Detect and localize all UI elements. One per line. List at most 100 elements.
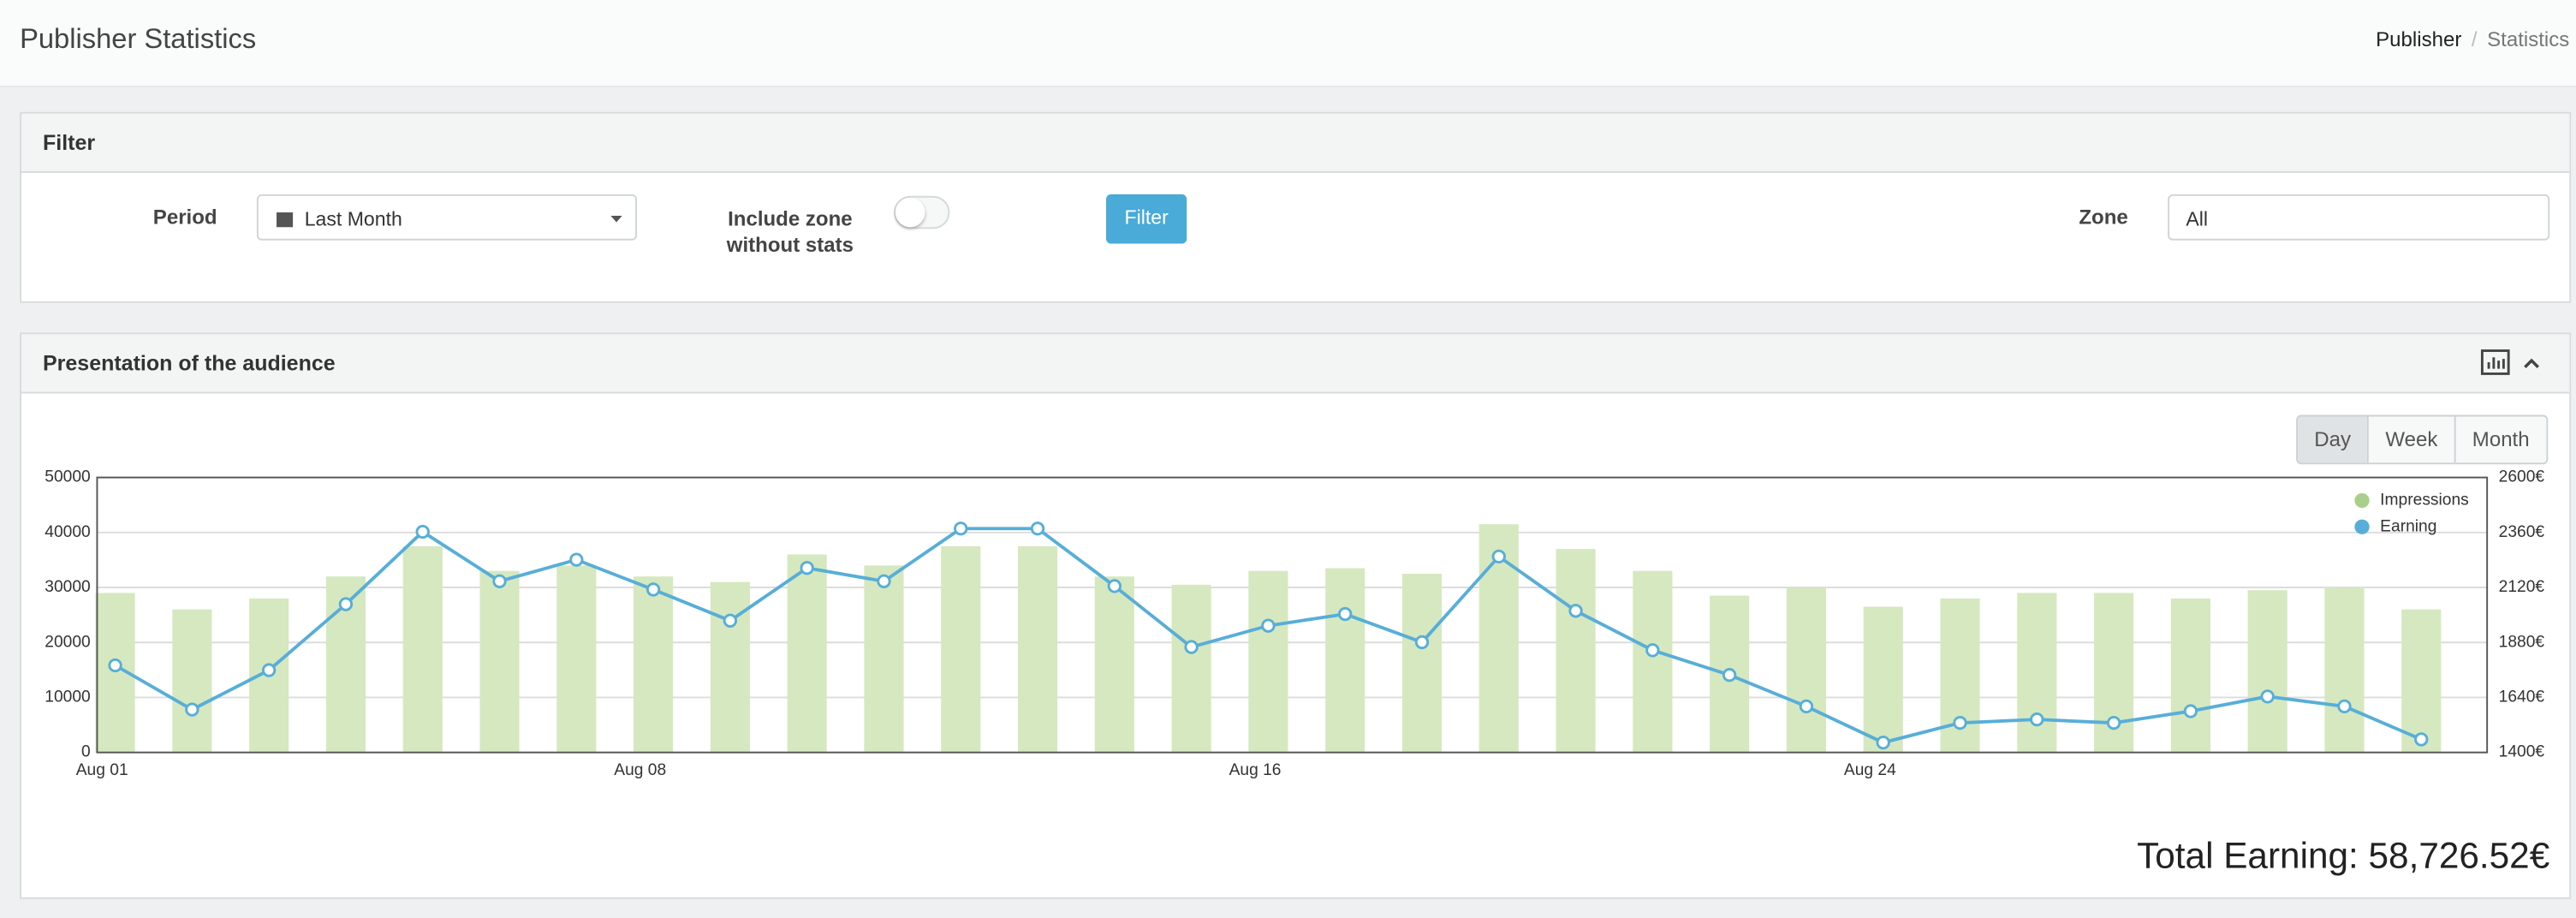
bar [1786,587,1827,753]
point [2260,689,2275,704]
point [1414,635,1430,650]
bar [172,609,212,753]
point [723,613,738,628]
zone-value: All [2186,207,2208,231]
point [1568,604,1583,618]
toggle[interactable] [894,195,950,230]
point [877,574,891,588]
x-tick-label: Aug 24 [1844,761,1896,779]
bar [2324,587,2365,753]
point [1261,618,1276,633]
zone-label: Zone [2079,206,2128,230]
bar [1171,584,1211,753]
range-button[interactable]: Day [2298,416,2368,463]
point [1107,579,1122,593]
point [1722,668,1737,683]
x-tick-label: Aug 16 [1229,761,1282,779]
bar [2247,590,2287,753]
period-label: Period [152,206,217,230]
x-tick-label: Aug 08 [614,761,666,779]
y2-tick-label: 2360€ [2499,523,2545,541]
bar [787,554,827,753]
y2-tick-label: 2120€ [2499,578,2545,596]
y-tick-label: 20000 [45,633,90,651]
y2-tick-label: 1880€ [2499,633,2545,651]
point [2414,732,2429,747]
bar [1401,573,1443,753]
range-button[interactable]: Week [2367,416,2454,463]
bar [710,581,750,753]
panel-title: Presentation of the audience [21,334,2570,394]
point [2337,699,2352,714]
breadcrumb-item[interactable]: Publisher [2376,27,2462,51]
bar [402,545,443,753]
filter-button[interactable]: Filter [1106,194,1187,244]
zone-select[interactable]: All [2168,194,2550,241]
point [261,663,277,677]
point [185,702,199,717]
bar [1863,606,1903,753]
y2-tick-label: 1400€ [2499,743,2545,761]
point [1030,522,1045,536]
y-tick-label: 50000 [45,468,90,486]
include-label: Include zone without stats [726,207,854,257]
bar [556,565,597,753]
bar [1325,568,1365,753]
period-value: Last Month [304,207,402,231]
point [645,582,661,597]
y-tick-label: 0 [81,743,91,761]
point [338,597,354,611]
point [1491,549,1506,564]
audience-panel: Presentation of the audience Day Week Mont… [20,332,2572,899]
point [1876,735,1890,750]
bar [1248,570,1288,753]
point [2030,712,2044,727]
y2-tick-label: 1640€ [2499,688,2545,706]
x-tick-label: Aug 01 [76,761,128,779]
y-tick-label: 10000 [45,688,90,706]
legend-label: Impressions [2380,492,2469,510]
filter-panel: Filter Period Last Month Include zone wi… [20,111,2572,303]
point [569,552,584,567]
point [415,524,430,539]
bar [941,545,981,753]
bar [864,565,904,753]
bar [1556,549,1596,753]
bar [2170,598,2210,753]
legend-label: Earning [2380,517,2436,535]
point [954,522,968,536]
point [2106,715,2121,730]
caret [610,215,622,223]
breadcrumb-item: Statistics [2461,28,2569,51]
point [1953,715,1967,730]
point [1799,699,1814,714]
panel-tools[interactable] [2480,349,2546,379]
bar [634,576,674,753]
calendar-icon [277,212,294,228]
point [108,658,122,673]
legend-swatch [2354,519,2370,534]
total-earning: Total Earning: 58,726.52€ [2137,834,2550,876]
range-buttons: Day Week Month [2296,414,2548,465]
y-tick-label: 40000 [45,523,90,541]
bar [1017,545,1058,753]
bar [479,570,520,753]
legend-swatch [2354,492,2370,509]
panel-title: Filter [21,113,2570,173]
range-button[interactable]: Month [2454,416,2546,463]
y2-tick-label: 2600€ [2499,468,2545,486]
period-select[interactable]: Last Month [256,194,638,241]
bar [1633,570,1673,753]
point [1645,643,1660,658]
bar [2017,593,2057,753]
bar [1094,576,1134,753]
point [492,574,507,588]
point [2183,704,2198,718]
point [1338,606,1353,622]
point [800,561,814,575]
